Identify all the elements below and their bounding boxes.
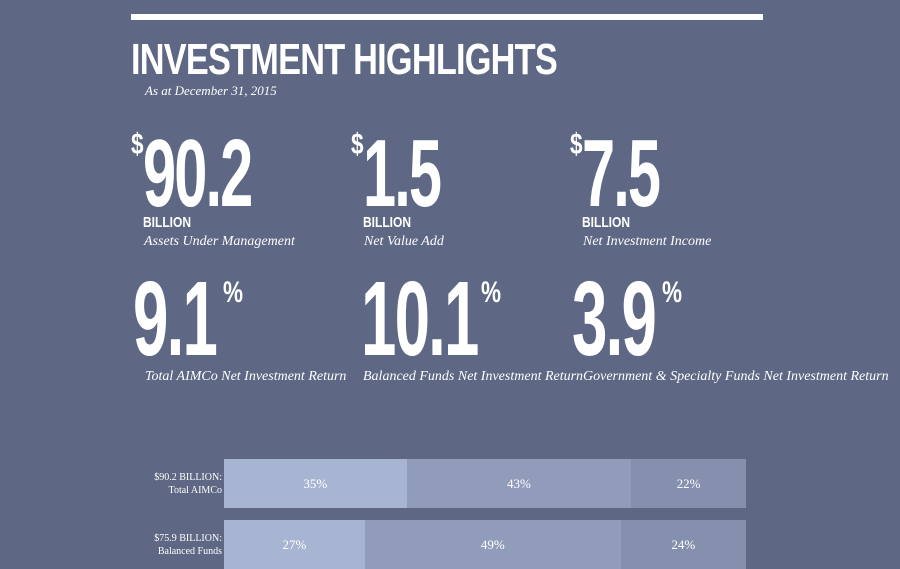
percent-symbol: %	[223, 276, 244, 309]
allocation-row-name: Total AIMCo	[168, 485, 222, 496]
allocation-segment-3: 24%	[620, 520, 746, 569]
stat-label: Total AIMCo Net Investment Return	[145, 369, 347, 384]
stat-value: 3.9	[572, 260, 657, 378]
currency-symbol: $	[570, 128, 583, 161]
allocation-segment-3: 22%	[631, 459, 746, 508]
stat-label: Net Investment Income	[583, 234, 712, 249]
as-at-date: As at December 31, 2015	[145, 83, 277, 98]
allocation-row-label: $75.9 BILLION: Balanced Funds	[154, 532, 222, 558]
stat-label: Government & Specialty Funds Net Investm…	[583, 369, 889, 384]
stat-value: 10.1	[361, 260, 479, 378]
allocation-row-amount: $90.2 BILLION:	[154, 472, 222, 483]
stat-label: Net Value Add	[364, 234, 444, 249]
stat-unit: BILLION	[582, 214, 630, 231]
currency-symbol: $	[351, 128, 364, 161]
stat-value: 7.5	[582, 120, 661, 227]
percent-symbol: %	[481, 276, 502, 309]
stat-label: Balanced Funds Net Investment Return	[363, 369, 584, 384]
stat-unit: BILLION	[363, 214, 411, 231]
currency-symbol: $	[131, 128, 144, 161]
allocation-bar: 27% 49% 24%	[224, 520, 746, 569]
allocation-row-name: Balanced Funds	[157, 546, 222, 557]
percent-symbol: %	[662, 276, 683, 309]
stat-label: Assets Under Management	[144, 234, 295, 249]
allocation-bar: 35% 43% 22%	[224, 459, 746, 508]
allocation-segment-2: 43%	[406, 459, 632, 508]
allocation-row-amount: $75.9 BILLION:	[154, 533, 222, 544]
allocation-segment-1: 35%	[224, 459, 407, 508]
stat-value: 1.5	[363, 120, 442, 227]
allocation-row-total-aimco: $90.2 BILLION: Total AIMCo 35% 43% 22%	[0, 459, 900, 508]
page-title: INVESTMENT HIGHLIGHTS	[131, 35, 558, 84]
stat-value: 90.2	[143, 120, 253, 227]
allocation-segment-1: 27%	[224, 520, 365, 569]
allocation-row-label: $90.2 BILLION: Total AIMCo	[154, 471, 222, 497]
allocation-segment-2: 49%	[364, 520, 621, 569]
stat-unit: BILLION	[143, 214, 191, 231]
top-rule	[131, 14, 763, 20]
allocation-row-balanced-funds: $75.9 BILLION: Balanced Funds 27% 49% 24…	[0, 520, 900, 569]
stat-value: 9.1	[133, 260, 218, 378]
